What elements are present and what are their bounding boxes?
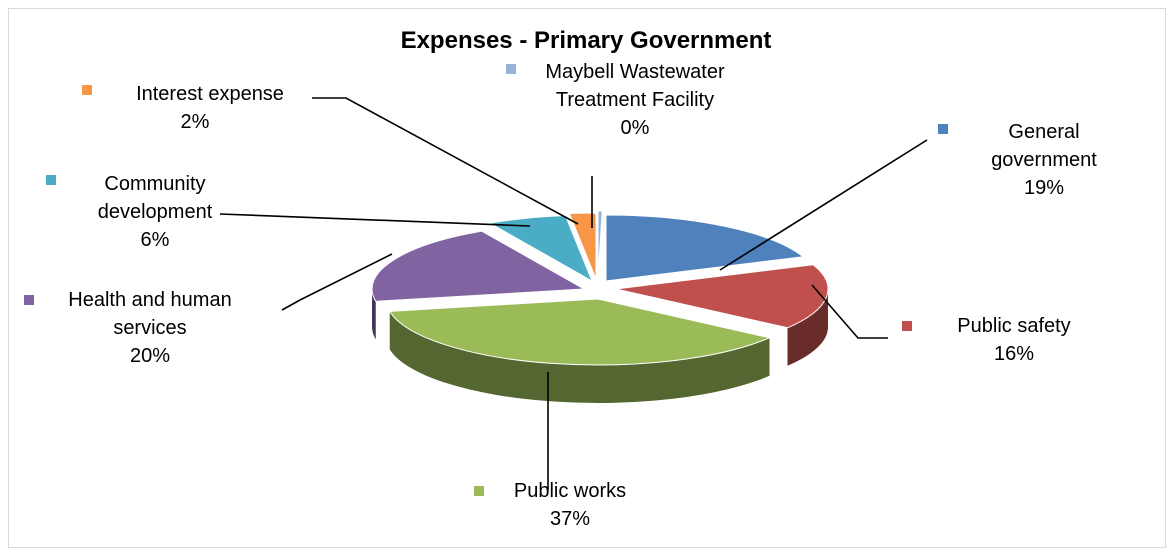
leader-line bbox=[281, 253, 393, 311]
legend-swatch bbox=[506, 64, 516, 74]
slice-name: Public safety bbox=[957, 315, 1071, 337]
slice-percent: 37% bbox=[549, 508, 591, 530]
legend-swatch bbox=[938, 124, 948, 134]
pie-slice-community-development bbox=[488, 215, 594, 283]
slice-name: General government bbox=[991, 121, 1097, 171]
legend-swatch bbox=[902, 321, 912, 331]
pie-slice-maybell-wastewater-treatment-facility bbox=[597, 210, 603, 278]
pie-chart bbox=[219, 97, 928, 490]
slice-name: Maybell Wastewater Treatment Facility bbox=[545, 61, 725, 111]
legend-swatch bbox=[46, 175, 56, 185]
label-public-works: Public works 37% bbox=[460, 477, 660, 533]
pie-slice-public-safety bbox=[615, 264, 829, 329]
pie-slice-public-works bbox=[388, 298, 772, 366]
slice-name: Public works bbox=[513, 480, 627, 502]
label-maybell-wastewater: Maybell Wastewater Treatment Facility 0% bbox=[500, 58, 770, 142]
slice-percent: 16% bbox=[993, 343, 1035, 365]
slice-name: Health and human services bbox=[68, 289, 232, 339]
leader-line bbox=[219, 213, 531, 227]
slice-percent: 2% bbox=[180, 111, 210, 133]
pie-slice-interest-expense bbox=[568, 212, 597, 280]
chart-title: Expenses - Primary Government bbox=[400, 27, 772, 54]
legend-swatch bbox=[24, 295, 34, 305]
label-health-human-services: Health and human services 20% bbox=[20, 286, 280, 370]
pie-slice-health-and-human-services bbox=[371, 230, 586, 302]
leader-line bbox=[719, 139, 928, 271]
label-general-government: General government 19% bbox=[938, 118, 1144, 202]
label-public-safety: Public safety 16% bbox=[900, 312, 1110, 368]
label-community-development: Community development 6% bbox=[40, 170, 270, 254]
pie-slice-general-government bbox=[605, 214, 805, 282]
slice-percent: 19% bbox=[1023, 177, 1065, 199]
slice-name: Interest expense bbox=[136, 83, 284, 105]
leader-line bbox=[312, 97, 579, 225]
slice-percent: 6% bbox=[140, 229, 170, 251]
pie-slice-side bbox=[787, 289, 828, 366]
legend-swatch bbox=[82, 85, 92, 95]
label-interest-expense: Interest expense 2% bbox=[70, 80, 320, 136]
slice-percent: 0% bbox=[620, 117, 650, 139]
pie-slice-side bbox=[389, 311, 770, 403]
slice-percent: 20% bbox=[129, 345, 171, 367]
pie-slice-side bbox=[372, 289, 376, 340]
slice-name: Community development bbox=[97, 173, 213, 223]
legend-swatch bbox=[474, 486, 484, 496]
leader-line bbox=[811, 284, 888, 339]
